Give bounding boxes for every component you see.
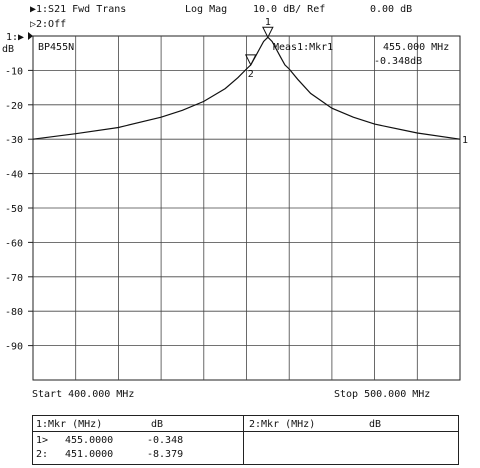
active-marker-freq: 455.000 MHz: [383, 42, 450, 53]
scale-label[interactable]: 10.0 dB/ Ref: [253, 4, 326, 15]
active-marker-label: Meas1:Mkr1: [273, 42, 334, 53]
channel1-label[interactable]: ▶1:S21 Fwd Trans: [30, 4, 127, 15]
reference-position-marker: [28, 32, 33, 40]
marker-row-2-value: -8.379: [147, 449, 184, 460]
marker-row-2-freq: 451.0000: [65, 449, 114, 460]
y-tick-label: -10: [5, 66, 23, 77]
channel2-label[interactable]: ▷2:Off: [30, 19, 67, 30]
series-line-1: [32, 36, 461, 140]
stop-frequency[interactable]: Stop 500.000 MHz: [334, 389, 431, 400]
y-tick-label: -70: [5, 273, 23, 284]
chart[interactable]: -10 -20 -30 -40 -50 -60 -70 -80 -90 1 1 2: [0, 0, 480, 410]
trace-end-label: 1: [462, 135, 468, 146]
marker-row-1-id[interactable]: 1>: [36, 435, 49, 446]
marker-1-label: 1: [265, 17, 271, 28]
y-tick-label: -50: [5, 204, 23, 215]
marker-1-symbol: [262, 26, 274, 39]
y-tick-label: -20: [5, 101, 23, 112]
marker-table-divider: [243, 416, 244, 464]
ref-value[interactable]: 0.00 dB: [370, 4, 413, 15]
start-frequency[interactable]: Start 400.000 MHz: [32, 389, 135, 400]
marker-row-1-freq: 455.0000: [65, 435, 114, 446]
marker-2-symbol: [244, 54, 257, 66]
y-tick-label: -30: [5, 135, 23, 146]
marker-table-header-line: [33, 431, 458, 432]
marker-2-label: 2: [248, 69, 254, 80]
marker-table-left-header-unit: dB: [151, 419, 164, 430]
format-label[interactable]: Log Mag: [185, 4, 228, 15]
unit-label: dB: [2, 44, 15, 55]
y-tick-label: -40: [5, 170, 23, 181]
marker-table-right-header-label: 2:Mkr (MHz): [249, 419, 316, 430]
marker-row-2-id[interactable]: 2:: [36, 449, 49, 460]
marker-table-right-header-unit: dB: [369, 419, 382, 430]
marker-table: 1:Mkr (MHz) dB 2:Mkr (MHz) dB 1> 455.000…: [32, 415, 459, 465]
ref-marker-label: 1:▶: [6, 32, 25, 43]
trace-title: BP455N: [38, 42, 75, 53]
marker-row-1-value: -0.348: [147, 435, 184, 446]
marker-table-left-header-label: 1:Mkr (MHz): [36, 419, 103, 430]
y-tick-label: -80: [5, 307, 23, 318]
y-tick-label: -60: [5, 238, 23, 249]
active-marker-value: -0.348dB: [374, 56, 423, 67]
y-tick-label: -90: [5, 342, 23, 353]
